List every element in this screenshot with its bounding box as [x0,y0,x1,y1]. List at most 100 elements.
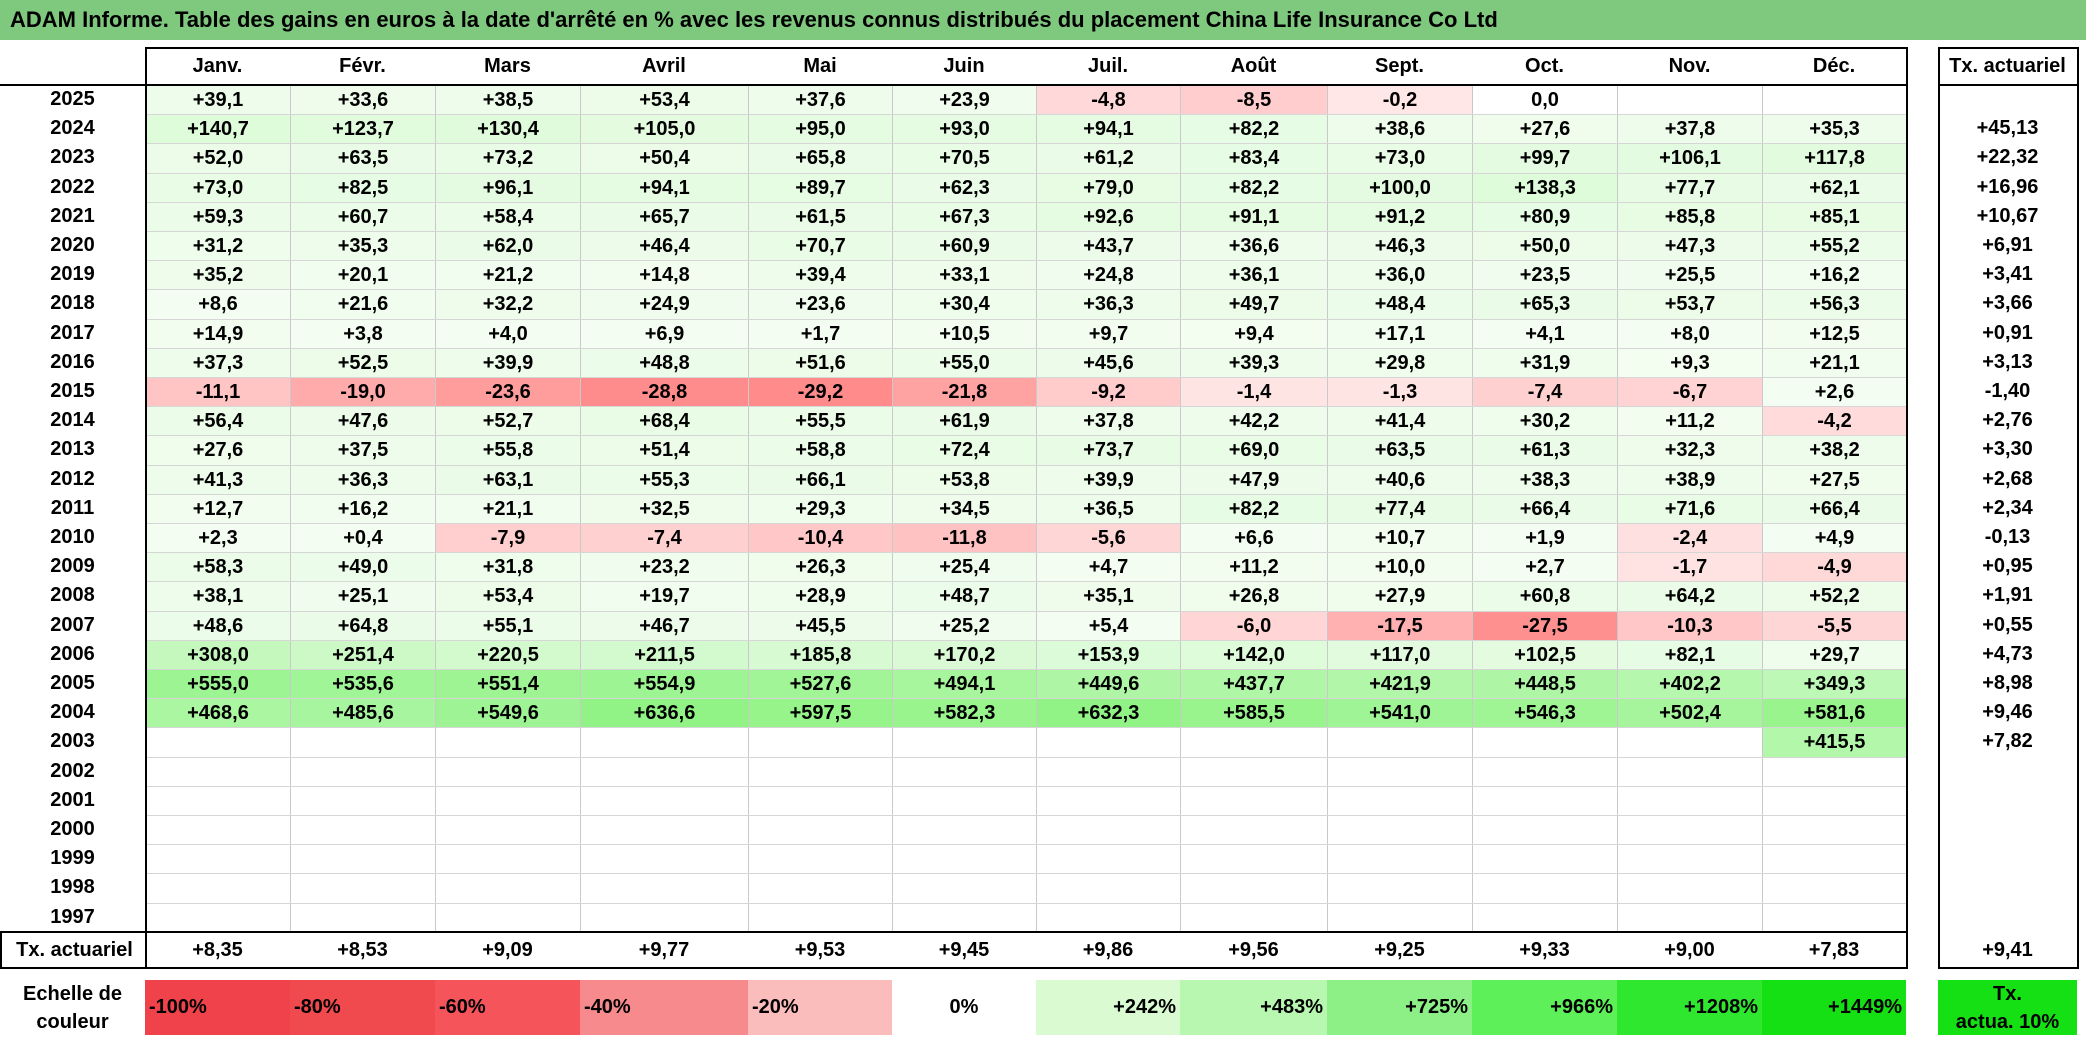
gain-cell: +66,4 [1473,494,1617,523]
gain-cell [436,758,580,786]
gain-cell: +55,1 [436,611,580,640]
gain-cell: +185,8 [749,640,892,669]
gain-cell: +65,8 [749,144,892,173]
gain-cell: +30,2 [1473,407,1617,436]
year-label: 2004 [50,701,95,724]
year-actuarial-rate [1938,786,2077,815]
year-label: 2021 [50,204,95,227]
gain-cell [146,904,290,932]
gain-cell: +42,2 [1181,407,1327,436]
gain-cell [581,758,748,786]
gain-cell: +29,3 [749,494,892,523]
gain-cell: +62,0 [436,232,580,261]
gain-cell: +52,5 [291,348,435,377]
row-divider [145,727,1906,729]
gain-cell: +94,1 [581,173,748,202]
gain-cell: +502,4 [1618,699,1762,728]
gain-cell: +73,2 [436,144,580,173]
gain-cell [893,787,1036,815]
month-header: Oct. [1525,55,1564,77]
column-divider [892,84,893,933]
row-divider [145,552,1906,554]
year-actuarial-rate: +16,96 [1976,175,2039,198]
gain-cell: +4,7 [1037,553,1180,582]
gain-cell: -1,3 [1328,378,1472,407]
gain-cell: +79,0 [1037,173,1180,202]
gain-cell: +69,0 [1181,436,1327,465]
gain-cell [146,787,290,815]
year-actuarial-rate [1938,903,2077,932]
gain-cell: +27,6 [146,436,290,465]
gain-cell: +35,1 [1037,582,1180,611]
gain-cell: +37,3 [146,348,290,377]
gain-cell: +39,9 [1037,465,1180,494]
gain-cell [1763,86,1906,114]
gain-cell: +46,3 [1328,232,1472,261]
gain-cell: -10,3 [1618,611,1762,640]
gain-cell: +106,1 [1618,144,1762,173]
gain-cell: +68,4 [581,407,748,436]
gain-cell [436,845,580,873]
gain-cell: -4,2 [1763,407,1906,436]
gain-cell: +48,7 [893,582,1036,611]
row-divider [145,377,1906,378]
year-label: 2008 [50,584,95,607]
gain-cell: +53,4 [436,582,580,611]
gain-cell: +47,3 [1618,232,1762,261]
month-header: Nov. [1668,55,1711,77]
gain-cell: +12,5 [1763,319,1906,348]
gain-cell: +96,1 [436,173,580,202]
gain-cell [1037,845,1180,873]
gain-cell [1618,758,1762,786]
row-divider [145,756,1906,758]
gain-cell: +153,9 [1037,640,1180,669]
swatch-label-line: Tx. [1993,983,2022,1005]
gain-cell: +549,6 [436,699,580,728]
gain-cell: +10,5 [893,319,1036,348]
year-label: 2003 [50,730,95,753]
gain-cell [1618,816,1762,844]
year-label: 2018 [50,292,95,315]
gain-cell [893,845,1036,873]
gain-cell: -28,8 [581,378,748,407]
year-actuarial-rate: +22,32 [1976,146,2039,169]
gain-cell: +61,5 [749,202,892,231]
gain-cell: -8,5 [1181,86,1327,115]
gain-cell: +582,3 [893,699,1036,728]
gain-cell: -4,8 [1037,86,1180,115]
row-divider [145,347,1906,349]
row-divider [145,260,1906,262]
gain-cell: +4,9 [1763,524,1906,553]
gain-cell: +37,8 [1618,115,1762,144]
gain-cell [436,816,580,844]
gain-cell: +14,9 [146,319,290,348]
gain-cell [1473,845,1617,873]
gain-cell: +6,6 [1181,524,1327,553]
gain-cell: +38,6 [1328,115,1472,144]
gain-cell: +52,2 [1763,582,1906,611]
gain-cell [749,787,892,815]
gain-cell: +55,2 [1763,232,1906,261]
year-actuarial-rate: +4,73 [1982,642,2033,665]
gain-cell: +37,5 [291,436,435,465]
gain-cell: +32,2 [436,290,580,319]
gain-cell [291,728,435,756]
gain-cell: +33,6 [291,86,435,115]
monthly-actuarial-rate: +9,09 [482,939,533,961]
gain-cell: +555,0 [146,670,290,699]
year-actuarial-rate [1938,85,2077,114]
gain-cell: +38,9 [1618,465,1762,494]
year-label: 2025 [50,88,95,110]
gain-cell: +138,3 [1473,173,1617,202]
gain-cell: +29,7 [1763,640,1906,669]
month-header: Sept. [1375,55,1424,77]
gain-cell [1618,787,1762,815]
row-divider [145,143,1906,145]
gain-cell: +85,1 [1763,202,1906,231]
year-label: 2002 [50,759,95,782]
row-divider [145,464,1906,466]
gain-cell: +72,4 [893,436,1036,465]
gain-cell: +39,1 [146,86,290,115]
row-divider [145,902,1906,904]
year-actuarial-rate: +9,46 [1982,701,2033,724]
